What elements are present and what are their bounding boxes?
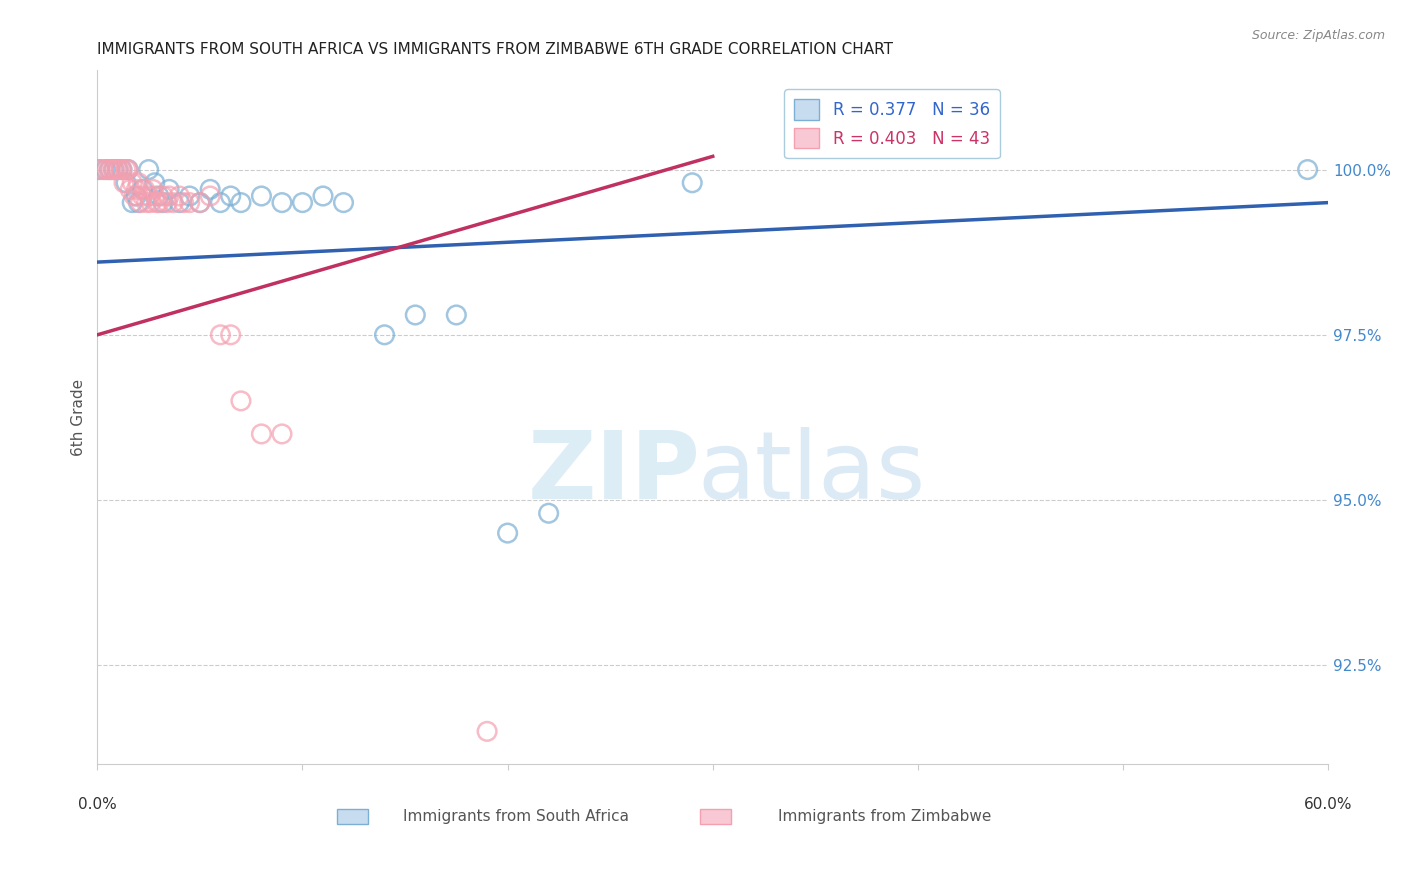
Point bbox=[148, 189, 170, 203]
Point bbox=[188, 195, 211, 210]
Point bbox=[475, 724, 498, 739]
Point bbox=[209, 195, 232, 210]
Point bbox=[93, 162, 115, 177]
Point bbox=[117, 162, 139, 177]
Point bbox=[312, 189, 335, 203]
Text: 60.0%: 60.0% bbox=[1303, 797, 1353, 813]
Point bbox=[107, 162, 129, 177]
Point bbox=[89, 162, 111, 177]
Point bbox=[111, 162, 134, 177]
Point bbox=[117, 162, 139, 177]
Point bbox=[103, 162, 125, 177]
Text: IMMIGRANTS FROM SOUTH AFRICA VS IMMIGRANTS FROM ZIMBABWE 6TH GRADE CORRELATION C: IMMIGRANTS FROM SOUTH AFRICA VS IMMIGRAN… bbox=[97, 42, 893, 57]
Point bbox=[121, 176, 143, 190]
Text: Immigrants from Zimbabwe: Immigrants from Zimbabwe bbox=[779, 809, 991, 824]
Legend: R = 0.377   N = 36, R = 0.403   N = 43: R = 0.377 N = 36, R = 0.403 N = 43 bbox=[785, 89, 1000, 158]
Point bbox=[94, 162, 117, 177]
Text: atlas: atlas bbox=[697, 427, 925, 519]
Point bbox=[98, 162, 121, 177]
Point bbox=[107, 162, 129, 177]
Point bbox=[104, 162, 127, 177]
Point bbox=[125, 189, 148, 203]
Point bbox=[219, 189, 242, 203]
Point bbox=[120, 182, 142, 196]
Point bbox=[115, 176, 138, 190]
Point bbox=[127, 195, 149, 210]
Point bbox=[229, 195, 252, 210]
Text: 0.0%: 0.0% bbox=[77, 797, 117, 813]
Point bbox=[250, 426, 273, 441]
Point bbox=[111, 162, 134, 177]
Point bbox=[127, 176, 149, 190]
Point bbox=[142, 182, 165, 196]
Point bbox=[146, 195, 169, 210]
Point bbox=[138, 162, 160, 177]
Point bbox=[115, 162, 138, 177]
Point bbox=[537, 506, 560, 520]
Point bbox=[173, 195, 195, 210]
Point bbox=[209, 327, 232, 342]
Point bbox=[100, 162, 122, 177]
Point bbox=[97, 162, 120, 177]
Point bbox=[143, 176, 166, 190]
Point bbox=[169, 189, 191, 203]
Point bbox=[446, 308, 468, 322]
Point bbox=[1296, 162, 1319, 177]
Point bbox=[139, 195, 162, 210]
Point bbox=[152, 189, 174, 203]
Text: Source: ZipAtlas.com: Source: ZipAtlas.com bbox=[1251, 29, 1385, 42]
Point bbox=[681, 176, 703, 190]
Point bbox=[112, 176, 135, 190]
Point bbox=[229, 393, 252, 408]
Point bbox=[250, 189, 273, 203]
Point bbox=[148, 195, 170, 210]
Point bbox=[156, 195, 179, 210]
Point bbox=[332, 195, 354, 210]
Point bbox=[162, 195, 184, 210]
Point bbox=[138, 189, 160, 203]
Point bbox=[89, 162, 111, 177]
Point bbox=[103, 162, 125, 177]
Point bbox=[198, 182, 221, 196]
Point bbox=[271, 426, 294, 441]
Point bbox=[179, 189, 201, 203]
Point bbox=[179, 195, 201, 210]
Point bbox=[157, 189, 180, 203]
Point bbox=[98, 162, 121, 177]
Point bbox=[125, 182, 148, 196]
Text: Immigrants from South Africa: Immigrants from South Africa bbox=[402, 809, 628, 824]
Point bbox=[131, 182, 153, 196]
Point bbox=[121, 195, 143, 210]
Point bbox=[135, 195, 157, 210]
Point bbox=[124, 189, 146, 203]
Point bbox=[291, 195, 314, 210]
Point bbox=[143, 189, 166, 203]
Point bbox=[131, 189, 153, 203]
Point bbox=[169, 195, 191, 210]
Point bbox=[219, 327, 242, 342]
Y-axis label: 6th Grade: 6th Grade bbox=[72, 379, 86, 456]
Point bbox=[108, 162, 131, 177]
Point bbox=[496, 526, 519, 541]
FancyBboxPatch shape bbox=[337, 809, 368, 824]
Point bbox=[134, 182, 156, 196]
Point bbox=[129, 195, 152, 210]
Point bbox=[373, 327, 395, 342]
Point bbox=[152, 195, 174, 210]
Point bbox=[188, 195, 211, 210]
FancyBboxPatch shape bbox=[700, 809, 731, 824]
Point bbox=[271, 195, 294, 210]
Text: ZIP: ZIP bbox=[527, 427, 700, 519]
Point bbox=[404, 308, 426, 322]
Point bbox=[198, 189, 221, 203]
Point bbox=[157, 182, 180, 196]
